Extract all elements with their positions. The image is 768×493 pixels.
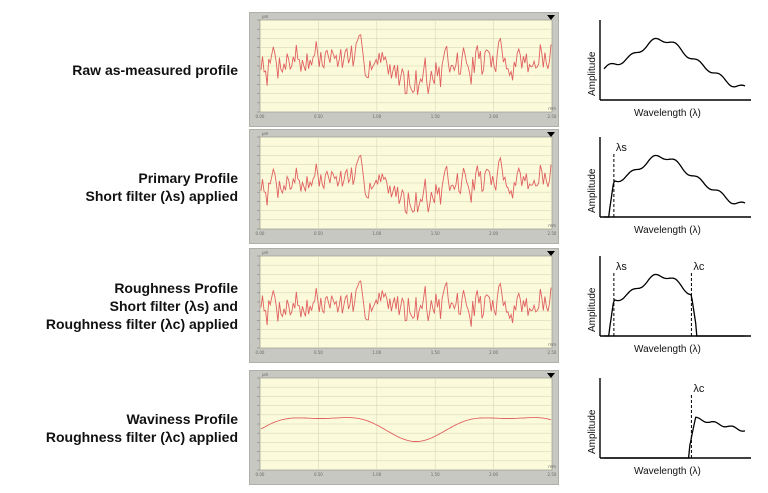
cutoff-marker-label: λs: [616, 142, 628, 154]
profile-trace: [260, 417, 552, 442]
profile-trace: [260, 34, 552, 95]
row-label-line: Roughness Profile: [114, 279, 238, 296]
x-tick-label: 0.00: [256, 472, 265, 477]
x-tick-label: 0.00: [256, 114, 265, 119]
spectrum-y-label: Amplitude: [587, 409, 598, 454]
dropdown-arrow-icon: [547, 251, 555, 256]
spectrum-plot: Amplitude Wavelength (λ) λc: [587, 378, 751, 477]
x-tick-label: 0.00: [256, 350, 265, 355]
x-tick-label: 2.00: [489, 114, 498, 119]
cutoff-marker-label: λc: [693, 383, 705, 395]
x-tick-label: 1.00: [372, 472, 381, 477]
profile-trace: [260, 280, 552, 327]
profile-plot: µm 0.00 0.50 1.00 1.50 2.00 2.50 mm: [249, 12, 559, 127]
profile-trace: [260, 154, 552, 215]
spectrum-curve: [604, 416, 746, 459]
spectrum-curve: [604, 154, 746, 218]
x-tick-label: 0.50: [314, 114, 323, 119]
row-label: Roughness Profile Short filter (λs) and …: [0, 248, 238, 363]
grid: [260, 378, 552, 470]
x-tick-label: 2.50: [548, 231, 557, 236]
panel-unit-label: µm: [262, 372, 269, 377]
row-roughness-profile: Roughness Profile Short filter (λs) and …: [0, 248, 768, 363]
profile-panel-raw: µm 0.00 0.50 1.00 1.50 2.00 2.50 mm: [249, 12, 559, 127]
spectrum-x-label: Wavelength (λ): [634, 466, 701, 477]
x-tick-label: 1.50: [431, 114, 440, 119]
profile-plot: µm 0.00 0.50 1.00 1.50 2.00 2.50 mm: [249, 370, 559, 485]
dropdown-arrow-icon: [547, 373, 555, 378]
x-tick-label: 2.00: [489, 472, 498, 477]
x-unit-label: mm: [548, 342, 556, 347]
row-label-line: Primary Profile: [138, 169, 238, 186]
row-primary-profile: Primary Profile Short filter (λs) applie…: [0, 129, 768, 244]
spectrum-panel-raw: Amplitude Wavelength (λ): [586, 12, 762, 127]
x-unit-label: mm: [548, 464, 556, 469]
row-waviness-profile: Waviness Profile Roughness filter (λc) a…: [0, 370, 768, 485]
x-tick-label: 2.50: [548, 472, 557, 477]
row-label-line: Roughness filter (λc) applied: [45, 428, 238, 445]
x-tick-label: 0.00: [256, 231, 265, 236]
x-tick-label: 2.50: [548, 350, 557, 355]
cutoff-marker-label: λc: [693, 261, 705, 273]
row-label-line: Short filter (λs) and: [109, 297, 238, 314]
panel-unit-label: µm: [262, 250, 269, 255]
cutoff-marker-label: λs: [616, 261, 628, 273]
spectrum-panel-roughness: Amplitude Wavelength (λ) λs λc: [586, 248, 762, 363]
spectrum-curve: [603, 37, 746, 88]
x-unit-label: mm: [548, 223, 556, 228]
x-unit-label: mm: [548, 106, 556, 111]
x-tick-label: 1.50: [431, 472, 440, 477]
spectrum-plot: Amplitude Wavelength (λ): [587, 20, 751, 119]
dropdown-arrow-icon: [547, 132, 555, 137]
row-label: Raw as-measured profile: [0, 12, 238, 127]
row-label-line: Waviness Profile: [126, 410, 238, 427]
panel-unit-label: µm: [262, 131, 269, 136]
x-tick-label: 1.00: [372, 231, 381, 236]
profile-panel-waviness: µm 0.00 0.50 1.00 1.50 2.00 2.50 mm: [249, 370, 559, 485]
spectrum-plot: Amplitude Wavelength (λ) λs λc: [587, 256, 751, 355]
spectrum-panel-waviness: Amplitude Wavelength (λ) λc: [586, 370, 762, 485]
spectrum-x-label: Wavelength (λ): [634, 225, 701, 236]
profile-panel-primary: µm 0.00 0.50 1.00 1.50 2.00 2.50 mm: [249, 129, 559, 244]
profile-panel-roughness: µm 0.00 0.50 1.00 1.50 2.00 2.50 mm: [249, 248, 559, 363]
x-tick-label: 0.50: [314, 350, 323, 355]
x-tick-label: 2.00: [489, 231, 498, 236]
x-tick-label: 2.00: [489, 350, 498, 355]
spectrum-curve: [604, 273, 745, 337]
row-label-line: Roughness filter (λc) applied: [45, 315, 238, 332]
x-tick-label: 1.50: [431, 231, 440, 236]
spectrum-y-label: Amplitude: [587, 168, 598, 213]
spectrum-x-label: Wavelength (λ): [634, 344, 701, 355]
profile-plot: µm 0.00 0.50 1.00 1.50 2.00 2.50 mm: [249, 248, 559, 363]
x-tick-label: 0.50: [314, 472, 323, 477]
row-label-line: Raw as-measured profile: [72, 61, 238, 78]
panel-unit-label: µm: [262, 14, 269, 19]
spectrum-y-label: Amplitude: [587, 287, 598, 332]
dropdown-arrow-icon: [547, 15, 555, 20]
x-tick-label: 1.00: [372, 114, 381, 119]
spectrum-plot: Amplitude Wavelength (λ) λs: [587, 137, 751, 236]
profile-plot: µm 0.00 0.50 1.00 1.50 2.00 2.50 mm: [249, 129, 559, 244]
row-label: Waviness Profile Roughness filter (λc) a…: [0, 370, 238, 485]
row-label-line: Short filter (λs) applied: [85, 187, 238, 204]
spectrum-x-label: Wavelength (λ): [634, 108, 701, 119]
spectrum-panel-primary: Amplitude Wavelength (λ) λs: [586, 129, 762, 244]
grid: [260, 256, 552, 348]
x-tick-label: 0.50: [314, 231, 323, 236]
x-tick-label: 2.50: [548, 114, 557, 119]
x-tick-label: 1.00: [372, 350, 381, 355]
x-tick-label: 1.50: [431, 350, 440, 355]
row-raw-profile: Raw as-measured profile µm 0.00 0.50 1.00 1.…: [0, 12, 768, 127]
row-label: Primary Profile Short filter (λs) applie…: [0, 129, 238, 244]
spectrum-y-label: Amplitude: [587, 51, 598, 96]
